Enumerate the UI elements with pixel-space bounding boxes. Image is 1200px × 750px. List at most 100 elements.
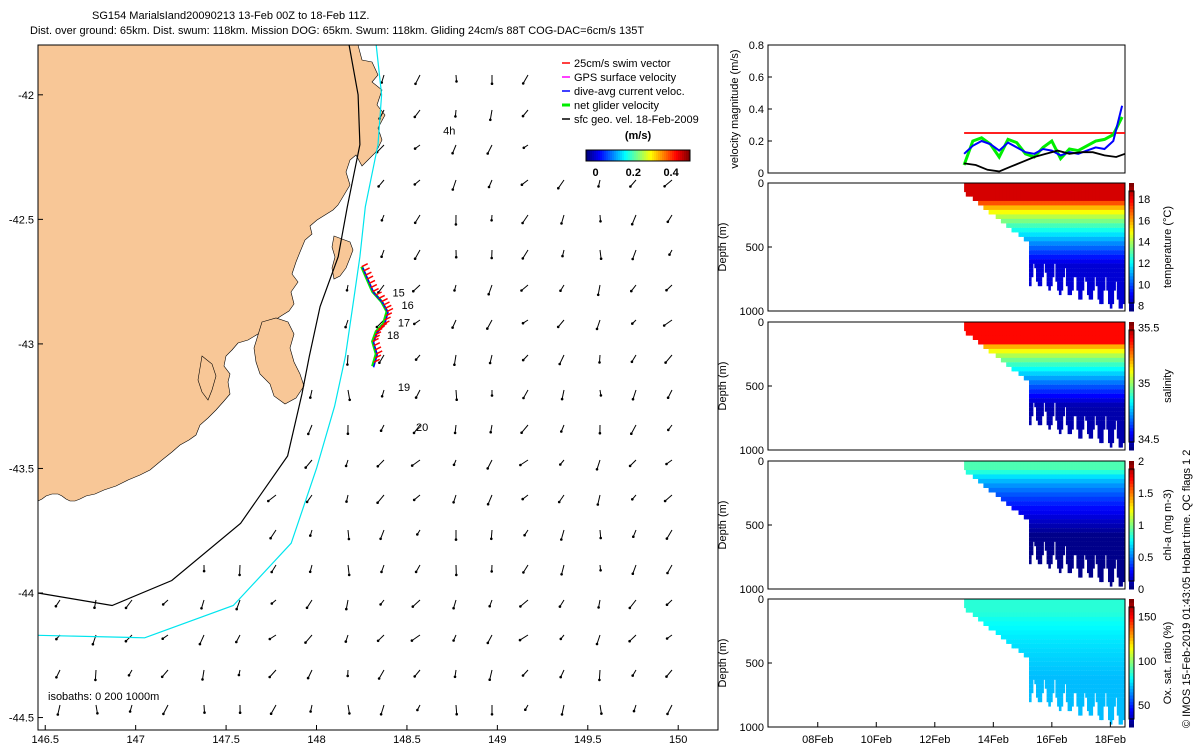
- profile-cell: [1111, 331, 1115, 336]
- current-arrow-head: [599, 569, 602, 572]
- profile-cell: [1097, 209, 1101, 215]
- profile-cell: [1095, 389, 1099, 394]
- profile-cell: [1062, 541, 1065, 547]
- profile-cell: [1083, 183, 1086, 188]
- profile-cell: [1029, 461, 1032, 466]
- profile-cell: [1050, 227, 1053, 233]
- profile-cell: [1053, 223, 1057, 228]
- colorbar-label: temperature (°C): [1162, 206, 1174, 288]
- profile-cell: [1062, 398, 1065, 403]
- profile-cell: [1088, 259, 1092, 264]
- profile-cell: [1036, 357, 1039, 363]
- profile-cell: [1023, 371, 1027, 376]
- profile-cell: [1029, 183, 1032, 188]
- profile-cell: [1078, 241, 1081, 246]
- profile-cell: [1023, 227, 1027, 233]
- current-arrow-head: [410, 464, 414, 467]
- profile-cell: [1023, 209, 1027, 215]
- profile-cell: [1078, 568, 1081, 574]
- profile-cell: [1041, 339, 1044, 345]
- profile-cell: [1109, 223, 1113, 228]
- profile-cell: [1053, 389, 1057, 394]
- profile-cell: [1095, 263, 1099, 269]
- profile-cell: [1111, 366, 1115, 372]
- profile-cell: [1113, 380, 1116, 385]
- profile-cell: [1064, 470, 1067, 475]
- profile-cell: [1102, 326, 1106, 332]
- profile-cell: [1022, 505, 1025, 511]
- profile-cell: [1074, 550, 1078, 556]
- profile-cell: [976, 335, 979, 340]
- y-tick-label: 0: [758, 178, 764, 190]
- profile-cell: [1009, 487, 1013, 493]
- profile-cell: [1106, 205, 1109, 210]
- profile-cell: [976, 322, 979, 327]
- profile-cell: [1074, 214, 1078, 219]
- current-arrow-head: [595, 468, 599, 471]
- profile-cell: [1113, 218, 1116, 224]
- current-arrow: [664, 494, 673, 502]
- profile-cell: [1087, 344, 1090, 349]
- profile-cell: [981, 461, 985, 466]
- profile-cell: [1090, 465, 1094, 471]
- profile-cell: [981, 331, 985, 336]
- profile-cell: [1036, 478, 1039, 484]
- profile-cell: [1050, 339, 1053, 345]
- profile-cell: [1099, 335, 1102, 340]
- colorbar-tick-label: 10: [1138, 279, 1150, 291]
- current-arrow-head: [595, 327, 599, 331]
- profile-cell: [1065, 528, 1069, 533]
- profile-cell: [1023, 496, 1027, 502]
- profile-cell: [1095, 277, 1099, 282]
- profile-cell: [997, 205, 1000, 210]
- profile-cell: [1046, 375, 1050, 381]
- profile-cell: [993, 183, 997, 188]
- profile-cell: [1062, 470, 1065, 475]
- profile-cell: [1058, 200, 1062, 206]
- profile-cell: [1104, 187, 1108, 193]
- profile-cell: [1062, 268, 1065, 273]
- profile-cell: [1087, 483, 1090, 488]
- current-arrow: [305, 634, 313, 643]
- profile-cell: [1094, 322, 1097, 327]
- profile-cell: [1046, 505, 1050, 511]
- profile-cell: [1055, 398, 1058, 403]
- profile-cell: [1055, 380, 1058, 385]
- profile-cell: [1120, 223, 1123, 228]
- profile-cell: [1071, 564, 1074, 569]
- profile-cell: [993, 331, 997, 336]
- profile-cell: [995, 192, 999, 197]
- profile-cell: [992, 209, 995, 215]
- profile-cell: [1041, 254, 1044, 260]
- profile-cell: [1036, 501, 1039, 506]
- profile-cell: [1044, 183, 1048, 188]
- profile-cell: [1048, 407, 1051, 412]
- profile-cell: [1087, 523, 1090, 529]
- profile-cell: [1015, 474, 1018, 479]
- profile-cell: [1060, 245, 1064, 251]
- profile-cell: [1095, 331, 1099, 336]
- profile-cell: [1015, 326, 1018, 332]
- profile-cell: [1060, 546, 1064, 551]
- current-arrow-head: [379, 537, 382, 541]
- profile-cell: [1094, 223, 1097, 228]
- current-arrow-head: [524, 708, 527, 711]
- profile-cell: [1079, 218, 1083, 224]
- profile-cell: [1043, 362, 1046, 367]
- profile-cell: [1020, 492, 1023, 497]
- profile-cell: [1111, 411, 1115, 417]
- profile-cell: [1064, 259, 1067, 264]
- profile-cell: [1051, 232, 1055, 237]
- profile-cell: [1088, 496, 1092, 502]
- profile-cell: [995, 205, 999, 210]
- profile-cell: [1109, 236, 1113, 242]
- profile-cell: [1067, 214, 1071, 219]
- colorbar-cell: [628, 150, 631, 161]
- profile-cell: [1016, 196, 1020, 201]
- profile-cell: [981, 200, 985, 206]
- profile-cell: [1072, 541, 1076, 547]
- profile-cell: [1087, 326, 1090, 332]
- profile-cell: [1115, 272, 1118, 278]
- profile-cell: [1046, 465, 1050, 471]
- profile-cell: [1060, 474, 1064, 479]
